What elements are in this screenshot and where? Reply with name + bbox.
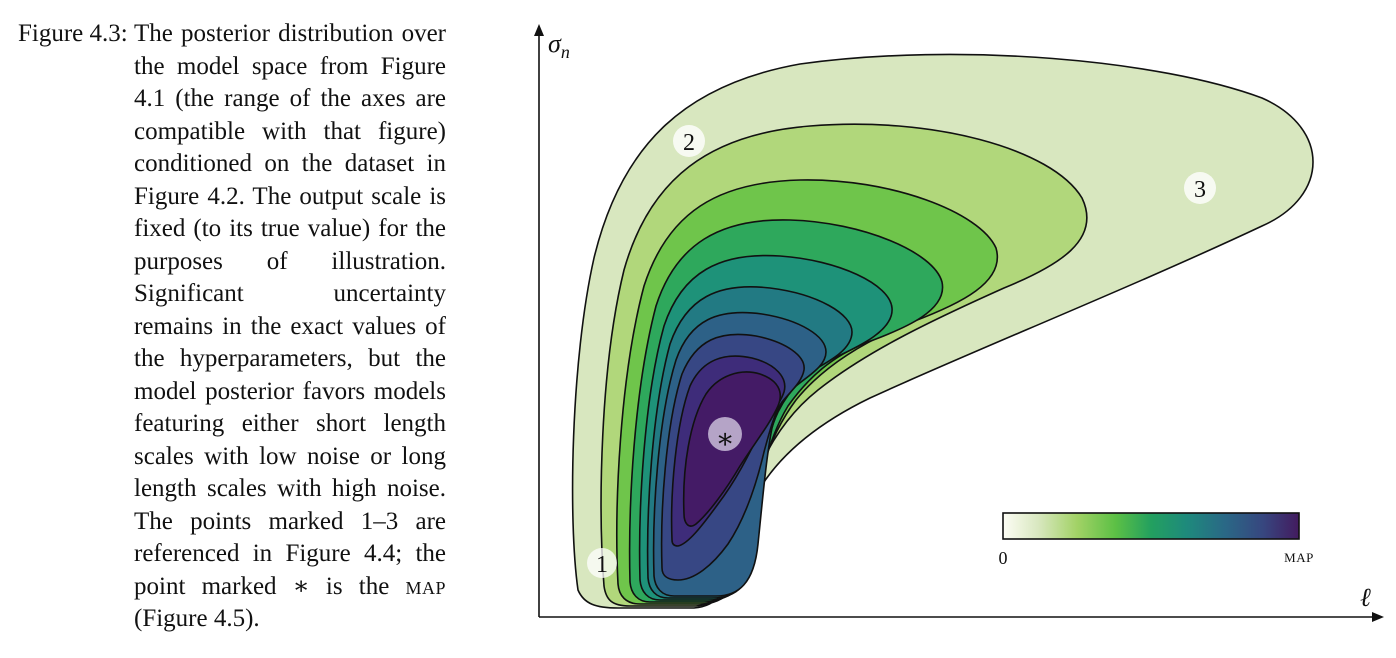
- figure-caption-text: The posterior distribution over the mode…: [134, 18, 446, 636]
- colorbar-min-label: 0: [999, 548, 1008, 568]
- point-1-label: 1: [596, 552, 608, 578]
- map-point-marker: ∗: [708, 417, 742, 455]
- point-2-label: 2: [683, 130, 695, 156]
- y-axis-arrowhead: [534, 24, 544, 36]
- caption-map-smallcaps: map: [405, 572, 446, 600]
- caption-text-end: (Figure 4.5).: [134, 605, 260, 632]
- figure-label: Figure 4.3:: [18, 20, 128, 47]
- x-axis-arrowhead: [1372, 612, 1384, 622]
- point-3-marker: 3: [1184, 172, 1216, 204]
- caption-text-main: The posterior distribution over the mode…: [134, 20, 446, 600]
- y-axis-label: σn: [548, 29, 570, 62]
- x-axis-label: ℓ: [1360, 583, 1371, 612]
- colorbar: 0 map: [999, 512, 1314, 568]
- point-3-label: 3: [1194, 177, 1206, 203]
- contour-regions: [571, 53, 1314, 609]
- point-1-marker: 1: [587, 548, 617, 578]
- colorbar-gradient: [1002, 512, 1300, 540]
- colorbar-max-label: map: [1284, 546, 1314, 566]
- point-2-marker: 2: [673, 125, 705, 157]
- map-point-label: ∗: [715, 424, 734, 455]
